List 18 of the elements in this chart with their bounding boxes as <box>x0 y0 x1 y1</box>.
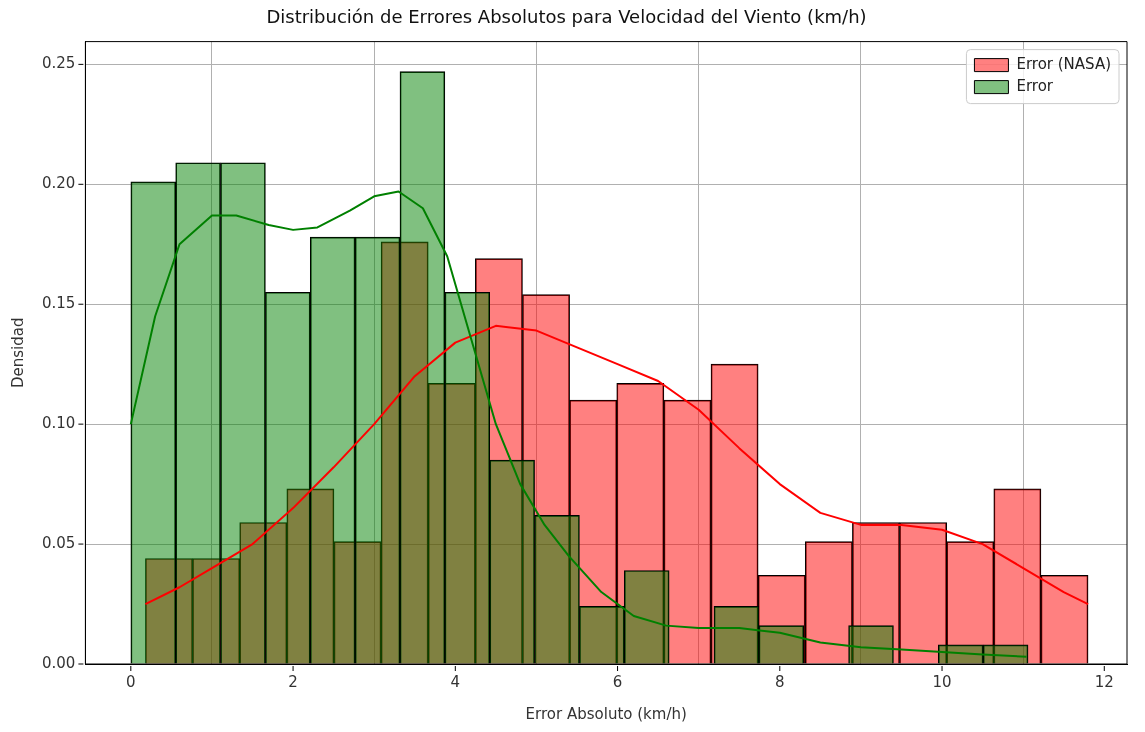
y-tick-label: 0.10 <box>41 414 76 433</box>
y-tick-label: 0.00 <box>41 653 76 672</box>
y-tick-label: 0.05 <box>41 533 76 552</box>
x-tick-label: 10 <box>932 672 952 691</box>
legend-label: Error <box>1016 77 1054 96</box>
x-tick-label: 8 <box>775 672 785 691</box>
x-tick-label: 2 <box>288 672 298 691</box>
x-tick-label: 6 <box>612 672 623 691</box>
x-tick-label: 4 <box>450 672 461 691</box>
x-tick-label: 12 <box>1094 672 1114 691</box>
x-axis-title: Error Absoluto (km/h) <box>525 704 687 723</box>
x-tick-label: 0 <box>126 672 136 691</box>
y-tick-label: 0.20 <box>41 174 76 193</box>
legend-label: Error (NASA) <box>1016 55 1111 74</box>
y-tick-label: 0.15 <box>41 294 76 313</box>
chart-title: Distribución de Errores Absolutos para Velocidad del Viento (km/h) <box>266 6 867 28</box>
y-axis-title: Densidad <box>8 317 27 389</box>
y-tick-label: 0.25 <box>41 54 76 73</box>
